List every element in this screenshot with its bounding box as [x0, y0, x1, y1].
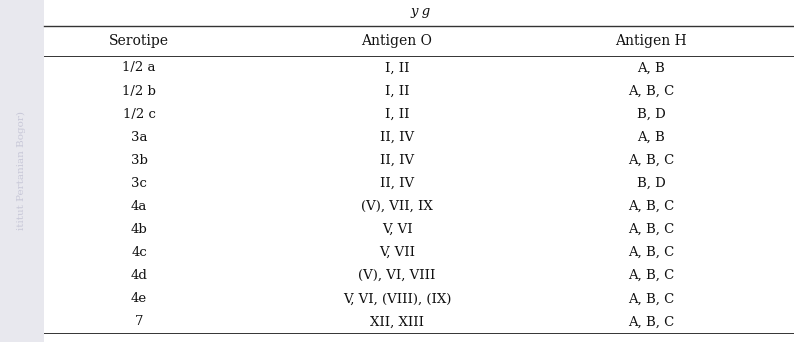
- Text: 4e: 4e: [131, 292, 147, 305]
- Text: II, IV: II, IV: [380, 131, 414, 144]
- Text: B, D: B, D: [637, 177, 665, 190]
- Text: Serotipe: Serotipe: [109, 34, 169, 48]
- Text: I, II: I, II: [385, 84, 409, 97]
- Text: A, B, C: A, B, C: [628, 84, 674, 97]
- Text: 4a: 4a: [131, 200, 147, 213]
- Text: A, B, C: A, B, C: [628, 223, 674, 236]
- Text: 4d: 4d: [130, 269, 148, 282]
- Text: 4b: 4b: [130, 223, 148, 236]
- Bar: [0, 0, 44, 342]
- Text: II, IV: II, IV: [380, 154, 414, 167]
- Text: (V), VI, VIII: (V), VI, VIII: [358, 269, 436, 282]
- Text: A, B, C: A, B, C: [628, 269, 674, 282]
- Text: A, B, C: A, B, C: [628, 315, 674, 328]
- Text: 3b: 3b: [130, 154, 148, 167]
- Text: A, B: A, B: [638, 62, 665, 75]
- Text: 3a: 3a: [131, 131, 147, 144]
- Text: V, VI: V, VI: [382, 223, 412, 236]
- Text: ititut Pertanian Bogor): ititut Pertanian Bogor): [17, 111, 26, 231]
- Text: I, II: I, II: [385, 108, 409, 121]
- Text: V, VII: V, VII: [379, 246, 415, 259]
- Text: A, B, C: A, B, C: [628, 246, 674, 259]
- Text: I, II: I, II: [385, 62, 409, 75]
- Text: 1/2 c: 1/2 c: [122, 108, 156, 121]
- Text: 3c: 3c: [131, 177, 147, 190]
- Text: 7: 7: [135, 315, 143, 328]
- Text: V, VI, (VIII), (IX): V, VI, (VIII), (IX): [343, 292, 451, 305]
- Text: (V), VII, IX: (V), VII, IX: [361, 200, 433, 213]
- Text: Antigen H: Antigen H: [615, 34, 687, 48]
- Text: 1/2 a: 1/2 a: [122, 62, 156, 75]
- Text: XII, XIII: XII, XIII: [370, 315, 424, 328]
- Text: B, D: B, D: [637, 108, 665, 121]
- Text: Antigen O: Antigen O: [361, 34, 433, 48]
- Text: A, B, C: A, B, C: [628, 154, 674, 167]
- Text: II, IV: II, IV: [380, 177, 414, 190]
- Text: A, B: A, B: [638, 131, 665, 144]
- Text: A, B, C: A, B, C: [628, 200, 674, 213]
- Text: 4c: 4c: [131, 246, 147, 259]
- Text: y g: y g: [410, 5, 431, 18]
- Text: 1/2 b: 1/2 b: [122, 84, 156, 97]
- Text: A, B, C: A, B, C: [628, 292, 674, 305]
